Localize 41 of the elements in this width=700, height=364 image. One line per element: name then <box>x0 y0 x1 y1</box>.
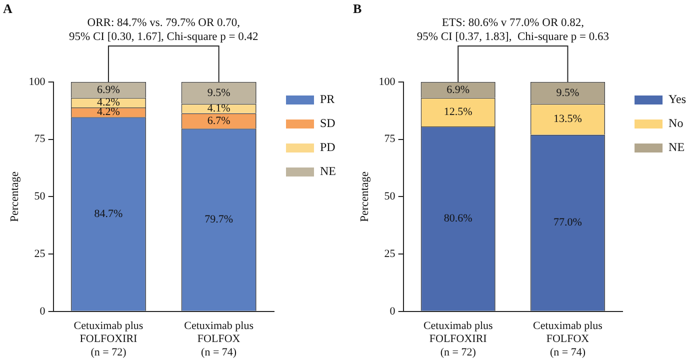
data-label: 80.6% <box>444 212 472 225</box>
legend-label: No <box>668 116 684 130</box>
y-tick-label: 25 <box>384 248 396 260</box>
data-label: 6.9% <box>446 84 470 96</box>
x-tick-label: Cetuximab plus FOLFOXIRI (n = 72) <box>423 320 493 358</box>
data-label: 9.5% <box>207 86 230 99</box>
data-label: 9.5% <box>556 86 580 99</box>
data-label: 6.9% <box>97 84 120 96</box>
y-tick-label: 50 <box>34 190 46 203</box>
data-label: 13.5% <box>554 113 582 126</box>
chart-title: A <box>3 0 13 16</box>
legend-label: PD <box>320 140 336 154</box>
x-tick-label: Cetuximab plus FOLFOX (n = 74) <box>533 320 602 358</box>
y-axis-title: Percentage <box>358 171 371 222</box>
legend-label: SD <box>320 116 336 130</box>
legend-label: PR <box>320 92 335 106</box>
legend-label: NE <box>320 164 336 178</box>
data-label: 84.7% <box>94 208 123 220</box>
x-tick-label: Cetuximab plus FOLFOXIRI (n = 72) <box>74 320 144 358</box>
chart-title: B <box>353 0 362 16</box>
data-label: 4.2% <box>97 96 120 109</box>
legend-label: NE <box>668 140 685 154</box>
x-tick-label: Cetuximab plus FOLFOX (n = 74) <box>184 320 254 358</box>
data-label: 4.2% <box>97 106 120 118</box>
data-label: 79.7% <box>204 214 234 226</box>
data-label: 4.1% <box>207 102 230 114</box>
text: ORR: 84.7% vs. 79.7% OR 0.70, 95% CI [0.30, 1.67], Chi-square p = 0.42 <box>69 17 258 43</box>
text: ETS: 80.6% v 77.0% OR 0.82, 95% CI [0.37, 1.83], Chi-square p = 0.63 <box>416 17 610 43</box>
y-tick-label: 25 <box>34 248 46 260</box>
y-tick-label: 0 <box>390 305 396 318</box>
data-label: 6.7% <box>207 114 230 127</box>
data-label: 12.5% <box>444 106 472 118</box>
legend-label: Yes <box>668 92 686 106</box>
y-tick-label: 50 <box>384 190 396 203</box>
y-tick-label: 100 <box>378 76 396 88</box>
data-label: 77.0% <box>554 216 582 229</box>
y-axis-title: Percentage <box>8 171 21 222</box>
y-tick-label: 75 <box>34 133 46 146</box>
y-tick-label: 75 <box>384 133 396 146</box>
y-tick-label: 100 <box>28 76 46 88</box>
y-tick-label: 0 <box>40 305 46 318</box>
